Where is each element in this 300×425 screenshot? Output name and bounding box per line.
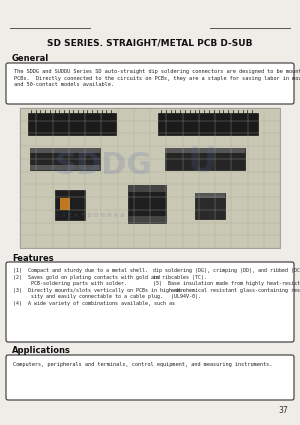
Text: U: U xyxy=(188,145,218,179)
Bar xyxy=(128,185,166,223)
Text: Applications: Applications xyxy=(12,346,71,355)
Bar xyxy=(30,148,100,153)
Bar xyxy=(165,148,245,153)
Text: Features: Features xyxy=(12,254,54,263)
Bar xyxy=(30,165,100,170)
Text: 37: 37 xyxy=(278,406,288,415)
FancyBboxPatch shape xyxy=(6,63,294,104)
Text: (1)  Compact and sturdy due to a metal shell.
(2)  Saves gold on plating contact: (1) Compact and sturdy due to a metal sh… xyxy=(13,268,187,306)
Text: SDDG: SDDG xyxy=(55,150,152,179)
Bar xyxy=(28,113,116,135)
Bar xyxy=(30,148,100,170)
FancyBboxPatch shape xyxy=(6,262,294,342)
Bar xyxy=(128,185,166,192)
Text: Computers, peripherals and terminals, control equipment, and measuring instrumen: Computers, peripherals and terminals, co… xyxy=(13,362,272,367)
Text: The SDDG and SUDDU Series SD auto-straight dip soldering connectors are designed: The SDDG and SUDDU Series SD auto-straig… xyxy=(14,69,300,87)
Bar xyxy=(20,108,280,248)
Bar xyxy=(128,216,166,223)
Bar xyxy=(158,113,258,135)
Bar xyxy=(195,193,225,219)
Text: dip soldering (DG), crimping (DD), and ribbed (DC
in ribcables (TC).
(5)  Base i: dip soldering (DG), crimping (DD), and r… xyxy=(153,268,300,299)
Bar xyxy=(165,148,245,170)
Text: э л е к т р о н и к а: э л е к т р о н и к а xyxy=(55,212,124,218)
Text: SD SERIES. STRAIGHT/METAL PCB D-SUB: SD SERIES. STRAIGHT/METAL PCB D-SUB xyxy=(47,38,253,47)
Text: General: General xyxy=(12,54,49,63)
FancyBboxPatch shape xyxy=(6,355,294,400)
Bar xyxy=(195,193,225,198)
Bar xyxy=(55,190,85,220)
Bar xyxy=(60,198,70,210)
